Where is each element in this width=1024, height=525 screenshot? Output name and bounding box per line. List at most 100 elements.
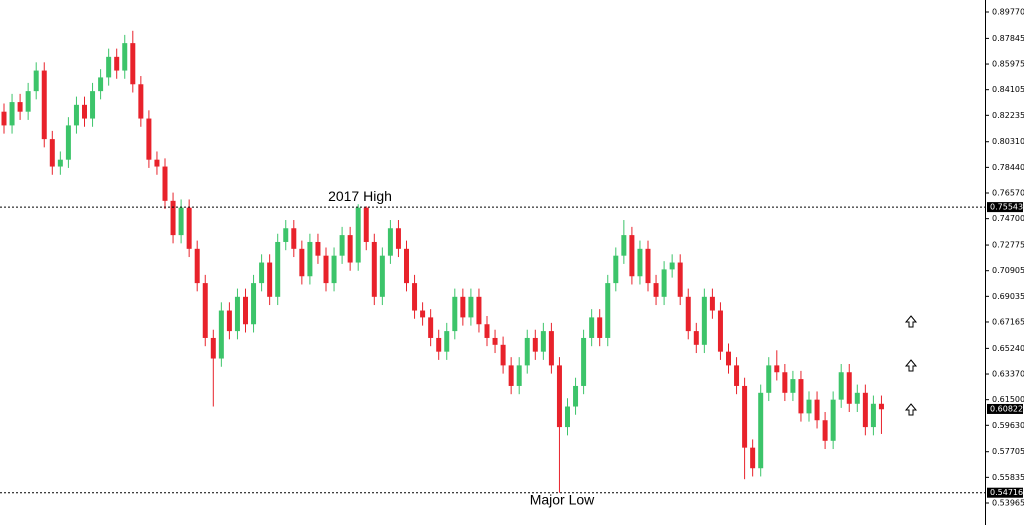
candle-body	[758, 392, 764, 469]
candle-body	[645, 248, 651, 284]
candle-body	[613, 255, 619, 284]
candle-body	[65, 125, 71, 160]
candle-body	[468, 296, 474, 318]
candle-body	[734, 365, 740, 386]
candle-body	[436, 337, 442, 352]
level-price-box	[987, 487, 1023, 498]
candle-body	[444, 331, 450, 352]
y-tick-label: 0.61500	[992, 395, 1024, 404]
y-tick-label: 0.55835	[992, 473, 1024, 482]
candle-body	[57, 159, 63, 167]
candle-body	[259, 262, 265, 284]
candle-body	[556, 365, 562, 428]
candle-body	[387, 228, 393, 256]
candle-body	[194, 248, 200, 284]
candle-body	[283, 228, 289, 242]
candle-body	[323, 255, 329, 284]
candle-body	[629, 235, 635, 277]
candle-body	[838, 372, 844, 400]
candle-body	[548, 331, 554, 366]
candle-body	[291, 228, 297, 249]
y-tick-label: 0.76570	[992, 189, 1024, 198]
candle-body	[677, 262, 683, 297]
candle-body	[33, 70, 39, 92]
candle-body	[331, 255, 337, 284]
candle-body	[404, 248, 409, 284]
y-tick-label: 0.78440	[992, 163, 1024, 172]
candle-body	[452, 296, 458, 332]
candle-body	[830, 399, 836, 441]
y-tick-label: 0.85975	[992, 60, 1024, 69]
candle-body	[154, 159, 160, 167]
level-price-box	[987, 202, 1023, 213]
candle-body	[790, 379, 796, 393]
level-price-label: 0.54716	[990, 488, 1023, 497]
candle-body	[218, 310, 224, 359]
candle-body	[565, 406, 570, 428]
candle-body	[9, 102, 15, 126]
candle-body	[846, 372, 852, 404]
candle-body	[460, 296, 466, 318]
signal-arrows	[904, 315, 918, 416]
candle-body	[709, 296, 715, 311]
candle-body	[347, 235, 353, 263]
candle-body	[701, 296, 707, 345]
candle-body	[25, 91, 31, 112]
candle-body	[412, 283, 418, 311]
candle-body	[669, 262, 675, 270]
candle-body	[243, 296, 248, 325]
candle-body	[315, 241, 321, 256]
candle-body	[589, 317, 595, 338]
y-tick-label: 0.67165	[992, 317, 1024, 326]
candle-body	[693, 331, 699, 345]
candle-body	[822, 420, 828, 441]
candle-body	[782, 372, 788, 393]
candle-body	[484, 324, 490, 338]
candle-body	[122, 43, 128, 71]
up-arrow	[904, 315, 918, 328]
candle-body	[90, 91, 96, 119]
candle-body	[210, 337, 216, 359]
candle-body	[726, 351, 731, 366]
candle-body	[41, 70, 47, 140]
candle-body	[339, 235, 345, 256]
candle-body	[371, 241, 377, 297]
y-tick-label: 0.63370	[992, 370, 1024, 379]
candle-body	[862, 392, 868, 428]
y-tick-label: 0.80310	[992, 137, 1024, 146]
candle-body	[114, 56, 120, 71]
y-tick-label: 0.53965	[992, 498, 1024, 507]
candle-body	[581, 337, 587, 386]
candle-body	[524, 337, 530, 366]
level-annotation: Major Low	[530, 492, 595, 508]
last-price-label: 0.60822	[990, 404, 1023, 413]
up-arrow	[904, 359, 918, 372]
y-tick-label: 0.84105	[992, 85, 1024, 94]
candle-body	[299, 248, 305, 277]
candle-body	[307, 241, 313, 277]
y-tick-label: 0.89770	[992, 7, 1024, 16]
candle-body	[355, 207, 361, 263]
candle-body	[597, 317, 603, 338]
y-tick-label: 0.74700	[992, 214, 1024, 223]
candle-body	[73, 104, 79, 126]
candle-body	[106, 56, 112, 78]
y-tick-label: 0.57705	[992, 447, 1024, 456]
candle-body	[854, 392, 860, 404]
level-price-label: 0.75543	[990, 203, 1023, 212]
candle-body	[661, 269, 667, 297]
candle-body	[251, 283, 257, 325]
candle-body	[476, 296, 482, 325]
candle-body	[870, 403, 876, 428]
y-tick-label: 0.82235	[992, 111, 1024, 120]
candle-body	[428, 317, 434, 338]
level-annotation: 2017 High	[328, 188, 392, 204]
candle-body	[202, 283, 208, 338]
candle-body	[98, 77, 104, 92]
candle-body	[532, 337, 538, 352]
candle-body	[420, 310, 426, 318]
y-tick-label: 0.87845	[992, 34, 1024, 43]
candle-body	[17, 102, 23, 112]
